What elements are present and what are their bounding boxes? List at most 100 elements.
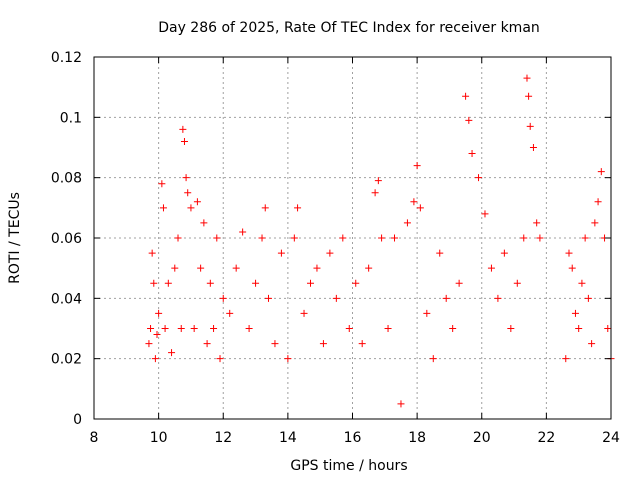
- data-point: [326, 249, 334, 257]
- data-point: [319, 340, 327, 348]
- data-point: [413, 162, 421, 170]
- y-tick-label: 0.08: [51, 171, 82, 187]
- y-tick-label: 0: [73, 412, 82, 428]
- data-point: [168, 349, 176, 357]
- data-point: [410, 198, 418, 206]
- data-point: [523, 74, 531, 82]
- data-point: [164, 279, 172, 287]
- data-point: [397, 400, 405, 408]
- data-point: [232, 264, 240, 272]
- data-point: [306, 279, 314, 287]
- data-point: [190, 325, 198, 332]
- data-point: [475, 174, 483, 182]
- data-point: [213, 234, 221, 242]
- data-point: [184, 189, 192, 197]
- axis-ticks: 8 10 12 14 16 18 20 22 24 0 0.02 0.04 0.06 0.08 0.1 0.1…: [51, 50, 620, 446]
- data-point: [568, 264, 576, 272]
- data-point: [200, 219, 208, 227]
- y-tick-label: 0.1: [60, 110, 82, 126]
- data-point: [465, 116, 473, 124]
- chart-title: Day 286 of 2025, Rate Of TEC Index for r…: [158, 20, 540, 36]
- data-point: [588, 340, 596, 348]
- data-point: [193, 198, 201, 206]
- data-point: [462, 92, 470, 100]
- data-point: [219, 294, 227, 302]
- data-point: [525, 92, 533, 100]
- data-point: [277, 249, 285, 257]
- data-point: [153, 331, 161, 339]
- data-point: [565, 249, 573, 257]
- data-point: [150, 279, 158, 287]
- data-point: [210, 325, 218, 332]
- data-point: [147, 325, 155, 332]
- data-point: [374, 177, 382, 185]
- data-point: [197, 264, 205, 272]
- data-point: [581, 234, 589, 242]
- x-tick-label: 12: [214, 430, 232, 446]
- y-axis-label: ROTI / TECUs: [7, 192, 23, 284]
- data-point: [578, 279, 586, 287]
- data-point: [481, 210, 489, 218]
- y-tick-label: 0.06: [51, 231, 82, 247]
- data-point: [536, 234, 544, 242]
- data-point: [584, 294, 592, 302]
- data-point: [442, 294, 450, 302]
- data-point: [180, 137, 188, 145]
- data-point: [597, 168, 605, 176]
- x-tick-label: 8: [90, 430, 99, 446]
- data-point: [174, 234, 182, 242]
- data-point: [500, 249, 508, 257]
- data-point: [365, 264, 373, 272]
- y-tick-label: 0.12: [51, 50, 82, 66]
- data-point: [455, 279, 463, 287]
- data-point: [179, 125, 187, 133]
- data-point: [575, 325, 583, 332]
- data-point: [468, 150, 476, 158]
- data-point: [206, 279, 214, 287]
- data-point: [203, 340, 211, 348]
- data-point: [378, 234, 386, 242]
- data-point: [594, 198, 602, 206]
- x-tick-label: 22: [537, 430, 555, 446]
- data-point: [252, 279, 260, 287]
- data-point: [533, 219, 541, 227]
- data-point: [239, 228, 247, 236]
- data-point: [487, 264, 495, 272]
- data-point: [258, 234, 266, 242]
- data-point: [294, 204, 302, 212]
- x-tick-label: 24: [602, 430, 620, 446]
- data-point: [161, 325, 169, 332]
- data-point: [177, 325, 185, 332]
- y-tick-label: 0.02: [51, 352, 82, 368]
- data-point: [352, 279, 360, 287]
- data-point: [182, 174, 190, 182]
- data-point: [423, 309, 431, 317]
- data-point: [290, 234, 298, 242]
- data-point: [384, 325, 392, 332]
- data-point: [591, 219, 599, 227]
- data-point: [151, 355, 159, 363]
- data-point: [261, 204, 269, 212]
- data-point: [159, 204, 167, 212]
- data-point: [403, 219, 411, 227]
- data-point: [604, 325, 612, 332]
- x-tick-label: 14: [279, 430, 297, 446]
- data-point: [145, 340, 153, 348]
- data-point: [513, 279, 521, 287]
- data-point: [345, 325, 353, 332]
- data-point: [313, 264, 321, 272]
- x-tick-label: 20: [473, 430, 491, 446]
- data-point: [449, 325, 457, 332]
- data-point: [507, 325, 515, 332]
- data-point: [271, 340, 279, 348]
- data-point: [284, 355, 292, 363]
- data-point: [339, 234, 347, 242]
- data-point: [264, 294, 272, 302]
- data-point: [494, 294, 502, 302]
- data-point: [529, 144, 537, 151]
- x-axis-label: GPS time / hours: [290, 458, 407, 474]
- data-point: [371, 189, 379, 197]
- data-point: [300, 309, 308, 317]
